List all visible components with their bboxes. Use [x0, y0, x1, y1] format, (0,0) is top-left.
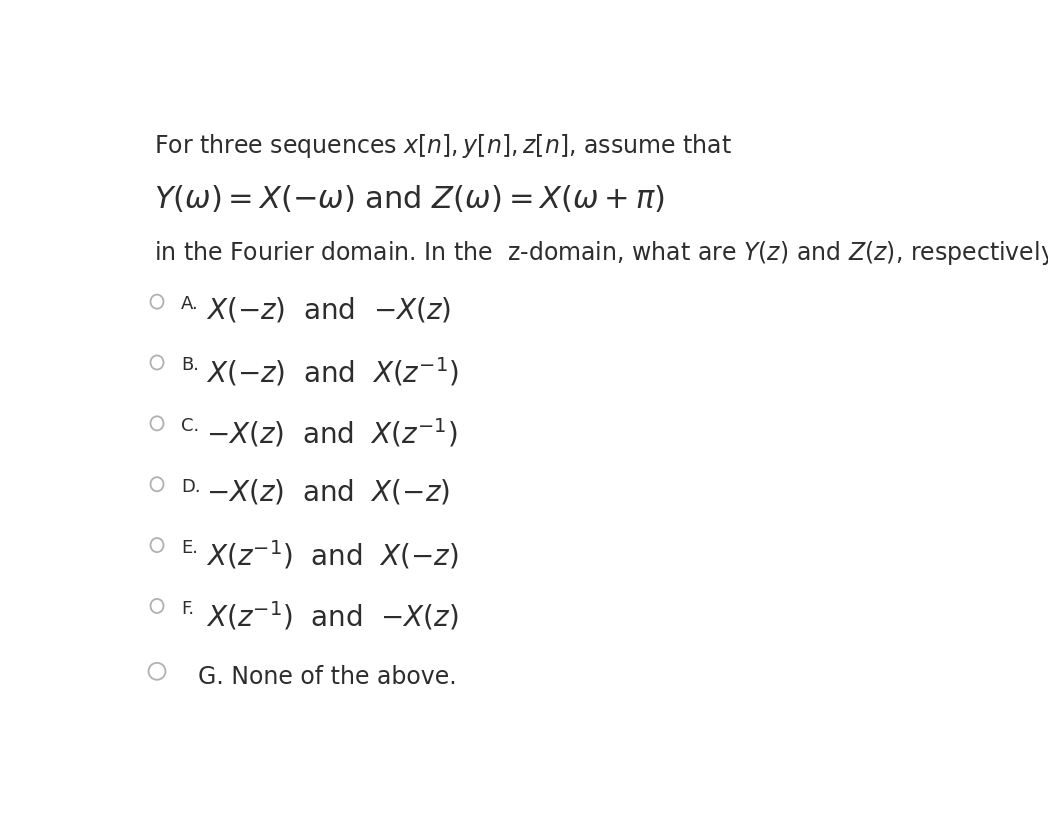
Text: For three sequences $x[n],y[n],z[n]$, assume that: For three sequences $x[n],y[n],z[n]$, as… — [154, 132, 732, 160]
Text: in the Fourier domain. In the  z-domain, what are $Y(z)$ and $Z(z)$, respectivel: in the Fourier domain. In the z-domain, … — [154, 240, 1048, 268]
Text: A.: A. — [181, 295, 199, 313]
Text: B.: B. — [181, 356, 199, 374]
Text: $X(-z)$  and  $-X(z)$: $X(-z)$ and $-X(z)$ — [205, 295, 451, 324]
Text: F.: F. — [181, 600, 195, 617]
Text: $X(z^{-1})$  and  $X(-z)$: $X(z^{-1})$ and $X(-z)$ — [205, 538, 458, 572]
Text: G. None of the above.: G. None of the above. — [198, 665, 456, 689]
Text: $-X(z)$  and  $X(-z)$: $-X(z)$ and $X(-z)$ — [205, 478, 450, 507]
Text: $Y(\omega) = X(- \omega)$ and $Z(\omega) = X(\omega + \pi)$: $Y(\omega) = X(- \omega)$ and $Z(\omega)… — [154, 183, 664, 214]
Text: $-X(z)$  and  $X(z^{-1})$: $-X(z)$ and $X(z^{-1})$ — [205, 417, 457, 450]
Text: D.: D. — [181, 478, 201, 496]
Text: E.: E. — [181, 538, 198, 557]
Text: $X(z^{-1})$  and  $-X(z)$: $X(z^{-1})$ and $-X(z)$ — [205, 600, 458, 632]
Text: $X(-z)$  and  $X(z^{-1})$: $X(-z)$ and $X(z^{-1})$ — [205, 356, 458, 389]
Text: C.: C. — [181, 417, 199, 435]
